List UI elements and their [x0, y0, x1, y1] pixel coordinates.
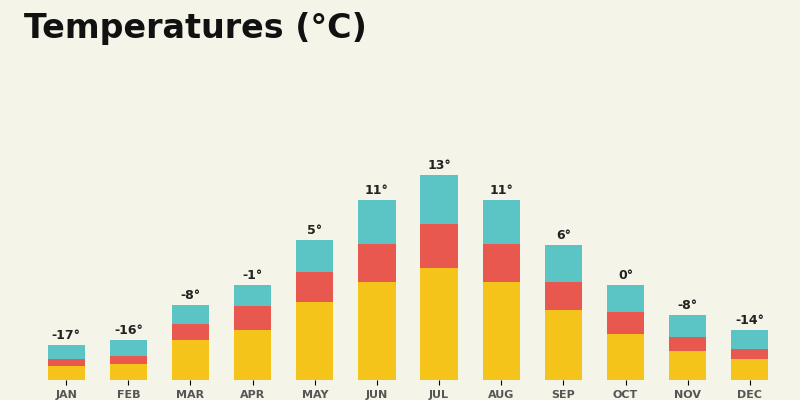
- Bar: [296, 240, 334, 272]
- Bar: [358, 200, 395, 244]
- Text: -17°: -17°: [52, 329, 81, 342]
- Bar: [482, 244, 520, 282]
- Bar: [545, 282, 582, 310]
- Bar: [545, 245, 582, 282]
- Text: 11°: 11°: [365, 184, 389, 197]
- Bar: [669, 315, 706, 337]
- Bar: [607, 312, 644, 334]
- Bar: [172, 324, 209, 340]
- Text: -8°: -8°: [181, 289, 201, 302]
- Text: -16°: -16°: [114, 324, 142, 337]
- Bar: [296, 272, 334, 302]
- Bar: [607, 285, 644, 312]
- Bar: [421, 175, 458, 224]
- Bar: [110, 340, 147, 356]
- Text: 0°: 0°: [618, 269, 633, 282]
- Bar: [607, 334, 644, 380]
- Text: 6°: 6°: [556, 229, 571, 242]
- Bar: [296, 302, 334, 380]
- Text: -1°: -1°: [242, 269, 262, 282]
- Bar: [47, 359, 85, 366]
- Bar: [669, 351, 706, 380]
- Bar: [421, 224, 458, 268]
- Bar: [731, 349, 769, 359]
- Bar: [110, 364, 147, 380]
- Bar: [234, 306, 271, 330]
- Bar: [545, 310, 582, 380]
- Bar: [731, 359, 769, 380]
- Bar: [47, 366, 85, 380]
- Bar: [172, 305, 209, 324]
- Bar: [731, 330, 769, 349]
- Text: 13°: 13°: [427, 159, 451, 172]
- Text: -8°: -8°: [678, 299, 698, 312]
- Bar: [358, 244, 395, 282]
- Bar: [110, 356, 147, 364]
- Bar: [421, 268, 458, 380]
- Text: 5°: 5°: [307, 224, 322, 237]
- Bar: [234, 330, 271, 380]
- Text: Temperatures (°C): Temperatures (°C): [24, 12, 367, 45]
- Text: 11°: 11°: [490, 184, 513, 197]
- Bar: [482, 282, 520, 380]
- Bar: [358, 282, 395, 380]
- Bar: [482, 200, 520, 244]
- Bar: [234, 285, 271, 306]
- Bar: [172, 340, 209, 380]
- Bar: [47, 345, 85, 359]
- Text: -14°: -14°: [735, 314, 764, 327]
- Bar: [669, 337, 706, 351]
